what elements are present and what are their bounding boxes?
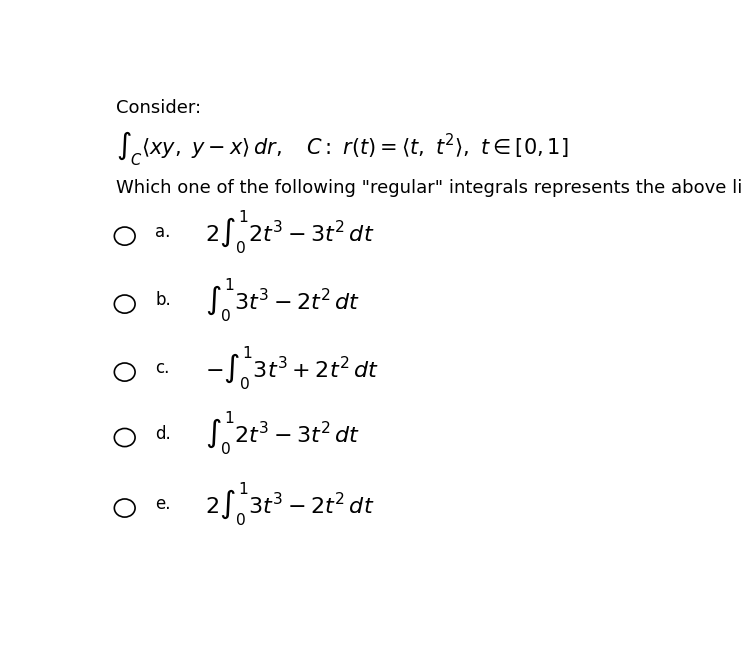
Text: e.: e. (155, 495, 171, 513)
Text: a.: a. (155, 223, 170, 241)
Text: Consider:: Consider: (116, 99, 201, 116)
Text: d.: d. (155, 424, 171, 443)
Text: $\int_C \langle xy,\ y-x\rangle\, dr, \quad C:\ r(t) = \langle t,\ t^2\rangle,\ : $\int_C \langle xy,\ y-x\rangle\, dr, \q… (116, 129, 568, 167)
Text: c.: c. (155, 359, 170, 377)
Text: $\int_0^1 3t^3 - 2t^2\,dt$: $\int_0^1 3t^3 - 2t^2\,dt$ (205, 276, 361, 324)
Text: $2\int_0^1 3t^3 - 2t^2\,dt$: $2\int_0^1 3t^3 - 2t^2\,dt$ (205, 480, 375, 528)
Text: $\int_0^1 2t^3 - 3t^2\,dt$: $\int_0^1 2t^3 - 3t^2\,dt$ (205, 409, 361, 457)
Text: $2\int_0^1 2t^3 - 3t^2\,dt$: $2\int_0^1 2t^3 - 3t^2\,dt$ (205, 208, 375, 256)
Text: $-\int_0^1 3t^3 + 2t^2\,dt$: $-\int_0^1 3t^3 + 2t^2\,dt$ (205, 344, 379, 392)
Text: Which one of the following "regular" integrals represents the above line integra: Which one of the following "regular" int… (116, 179, 744, 198)
Text: b.: b. (155, 291, 171, 309)
